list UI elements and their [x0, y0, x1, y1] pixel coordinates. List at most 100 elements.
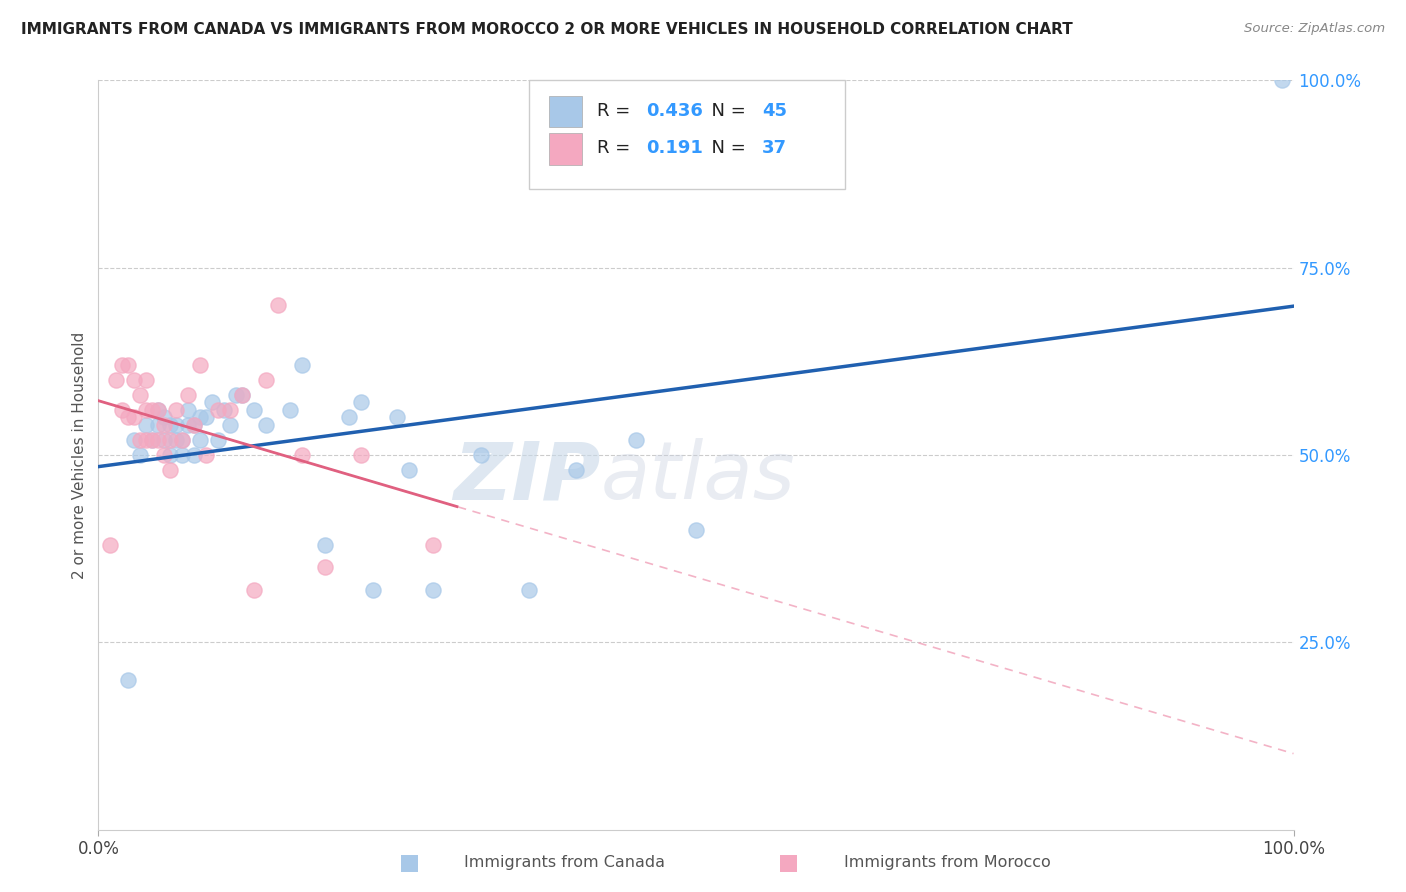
Point	[111, 358, 134, 372]
Point	[172, 433, 194, 447]
Text: 45: 45	[762, 102, 787, 120]
Point	[117, 358, 139, 372]
FancyBboxPatch shape	[529, 80, 845, 189]
Point	[219, 403, 242, 417]
Point	[159, 448, 181, 462]
Text: atlas: atlas	[600, 438, 796, 516]
Point	[422, 538, 444, 552]
Point	[177, 417, 200, 432]
Point	[339, 410, 361, 425]
Point	[315, 560, 337, 574]
Point	[219, 417, 242, 432]
Point	[165, 403, 187, 417]
Point	[117, 410, 139, 425]
Point	[685, 523, 707, 537]
Text: Source: ZipAtlas.com: Source: ZipAtlas.com	[1244, 22, 1385, 36]
Point	[565, 463, 588, 477]
Point	[231, 388, 253, 402]
Text: R =: R =	[596, 139, 641, 158]
Text: 37: 37	[762, 139, 787, 158]
Bar	[548, 134, 582, 165]
Point	[183, 417, 205, 432]
Point	[398, 463, 420, 477]
Point	[350, 448, 373, 462]
Text: N =: N =	[700, 102, 751, 120]
Point	[350, 395, 373, 409]
Text: 0.191: 0.191	[645, 139, 703, 158]
Point	[124, 410, 146, 425]
Point	[111, 403, 134, 417]
Point	[195, 448, 218, 462]
Point	[98, 538, 122, 552]
Point	[201, 395, 224, 409]
Point	[135, 373, 157, 387]
Text: IMMIGRANTS FROM CANADA VS IMMIGRANTS FROM MOROCCO 2 OR MORE VEHICLES IN HOUSEHOL: IMMIGRANTS FROM CANADA VS IMMIGRANTS FRO…	[21, 22, 1073, 37]
Text: ZIP: ZIP	[453, 438, 600, 516]
Point	[207, 433, 229, 447]
Point	[626, 433, 648, 447]
Point	[225, 388, 247, 402]
Point	[135, 403, 157, 417]
Point	[243, 403, 266, 417]
Point	[172, 433, 194, 447]
Point	[1271, 73, 1294, 87]
Point	[153, 410, 176, 425]
Point	[148, 403, 170, 417]
Point	[470, 448, 492, 462]
Point	[243, 582, 266, 597]
Point	[159, 463, 181, 477]
Point	[363, 582, 385, 597]
Point	[177, 388, 200, 402]
Point	[153, 417, 176, 432]
Y-axis label: 2 or more Vehicles in Household: 2 or more Vehicles in Household	[72, 331, 87, 579]
Point	[385, 410, 409, 425]
Point	[153, 448, 176, 462]
Text: 0.436: 0.436	[645, 102, 703, 120]
Point	[291, 358, 314, 372]
Text: N =: N =	[700, 139, 751, 158]
Point	[117, 673, 139, 687]
Point	[129, 433, 152, 447]
Point	[517, 582, 540, 597]
Point	[188, 433, 211, 447]
Text: Immigrants from Canada: Immigrants from Canada	[464, 855, 665, 870]
Point	[129, 448, 152, 462]
Point	[278, 403, 301, 417]
Point	[212, 403, 235, 417]
Point	[177, 403, 200, 417]
Point	[165, 417, 187, 432]
Point	[267, 298, 290, 312]
Point	[172, 448, 194, 462]
Point	[135, 417, 157, 432]
Bar	[548, 96, 582, 128]
Point	[148, 403, 170, 417]
Point	[141, 433, 163, 447]
Text: R =: R =	[596, 102, 636, 120]
Point	[141, 433, 163, 447]
Point	[165, 433, 187, 447]
Point	[148, 433, 170, 447]
Point	[159, 433, 181, 447]
Point	[129, 388, 152, 402]
Point	[422, 582, 444, 597]
Point	[315, 538, 337, 552]
Point	[254, 417, 277, 432]
Point	[291, 448, 314, 462]
Point	[183, 448, 205, 462]
Point	[207, 403, 229, 417]
Point	[124, 433, 146, 447]
Point	[188, 358, 211, 372]
Point	[188, 410, 211, 425]
Point	[183, 417, 205, 432]
Point	[135, 433, 157, 447]
Point	[254, 373, 277, 387]
Point	[148, 417, 170, 432]
Point	[124, 373, 146, 387]
Point	[159, 417, 181, 432]
Point	[231, 388, 253, 402]
Point	[141, 403, 163, 417]
Point	[153, 433, 176, 447]
Text: Immigrants from Morocco: Immigrants from Morocco	[844, 855, 1050, 870]
Point	[195, 410, 218, 425]
Point	[105, 373, 128, 387]
